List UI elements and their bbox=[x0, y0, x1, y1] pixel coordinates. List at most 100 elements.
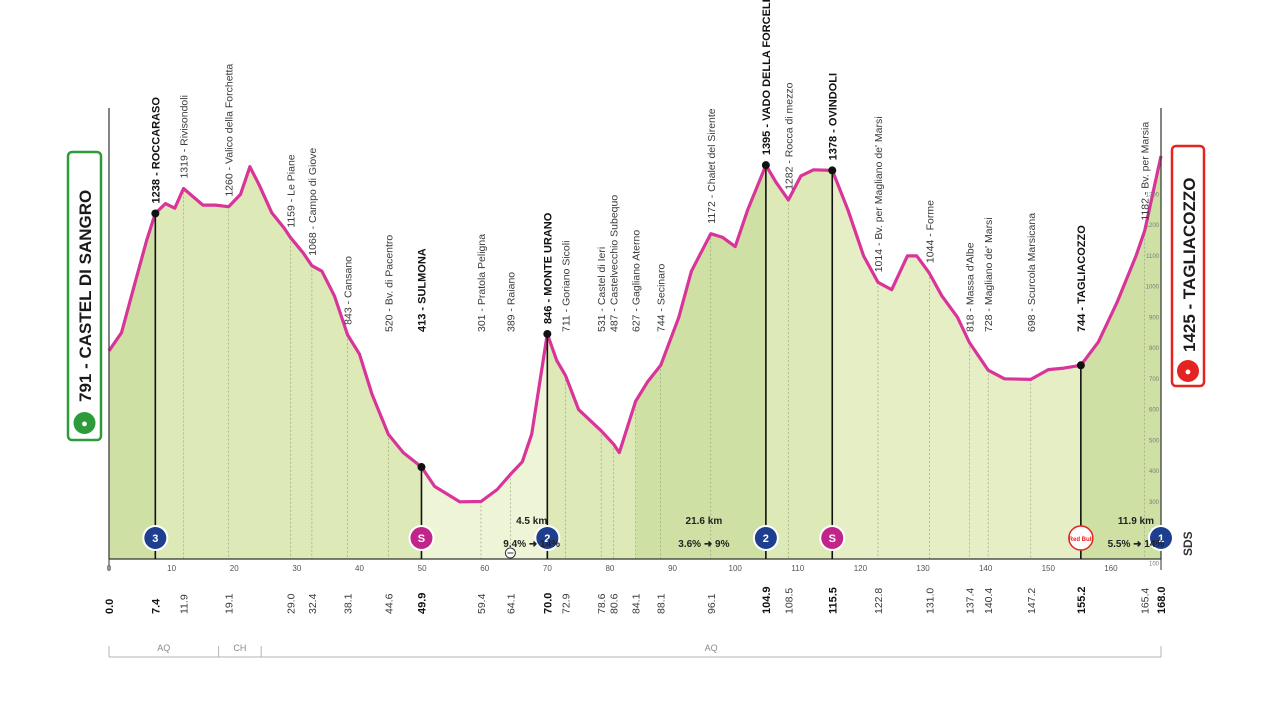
vertical-gridlines bbox=[183, 188, 1146, 559]
finish-cyclist-glyph: ● bbox=[1185, 366, 1192, 378]
finish-name: TAGLIACOZZO bbox=[1180, 178, 1199, 300]
start-altitude: 791 bbox=[76, 374, 95, 402]
distance-label-70-0: 70.0 bbox=[542, 593, 554, 614]
altitude-tick-700: 700 bbox=[1149, 377, 1160, 383]
waypoint-label-monte-urano: 846 - MONTE URANO bbox=[542, 212, 554, 324]
distance-label-7-4: 7.4 bbox=[150, 598, 162, 614]
km-tick-90: 90 bbox=[668, 564, 677, 573]
badge-circle-climb-7-4 bbox=[144, 527, 167, 549]
finish-cyclist-icon bbox=[1177, 360, 1199, 382]
distance-label-44-6: 44.6 bbox=[383, 593, 395, 614]
distance-label-96-1: 96.1 bbox=[706, 593, 718, 614]
badge-circle-climb-70 bbox=[536, 527, 559, 549]
terrain-band-6 bbox=[765, 165, 833, 559]
km-tick-150: 150 bbox=[1042, 564, 1056, 573]
watermark-sds: SDS bbox=[1181, 531, 1195, 556]
altitude-tick-300: 300 bbox=[1149, 500, 1160, 506]
start-frame bbox=[66, 150, 103, 442]
waypoint-label-chalet-del-sirente: 1172 - Chalet del Sirente bbox=[706, 108, 718, 224]
distance-label-0-0: 0.0 bbox=[104, 599, 116, 614]
finish-frame bbox=[1170, 144, 1206, 388]
elevation-profile-line bbox=[107, 155, 1163, 504]
distance-label-38-1: 38.1 bbox=[343, 593, 355, 614]
terrain-band-4 bbox=[547, 333, 636, 559]
finish-separator: - bbox=[1180, 299, 1199, 314]
marker-dot-sulmona bbox=[417, 463, 426, 472]
km-tick-40: 40 bbox=[355, 564, 364, 573]
badge-text-sprint-49-9: S bbox=[418, 533, 425, 545]
distance-label-140-4: 140.4 bbox=[983, 588, 995, 614]
waypoint-label-tagliacozzo: 744 - TAGLIACOZZO bbox=[1076, 225, 1088, 332]
distance-label-19-1: 19.1 bbox=[224, 593, 236, 614]
altitude-tick-1300: 1300 bbox=[1146, 192, 1160, 198]
waypoint-label-magliano-de-marsi: 728 - Magliano de' Marsi bbox=[983, 217, 995, 332]
badge-circle-sprint-115-5 bbox=[821, 527, 844, 549]
altitude-tick-1000: 1000 bbox=[1146, 285, 1160, 291]
terrain-band-7 bbox=[832, 170, 1081, 559]
km-tick-130: 130 bbox=[916, 564, 930, 573]
altitude-tick-100: 100 bbox=[1149, 561, 1160, 567]
waypoint-label-cansano: 843 - Cansano bbox=[343, 256, 355, 325]
distance-label-11-9: 11.9 bbox=[179, 594, 191, 614]
gradient-length-3: 11.9 km bbox=[1118, 516, 1154, 527]
distance-label-168-0: 168.0 bbox=[1156, 586, 1168, 614]
terrain-band-3 bbox=[421, 333, 548, 559]
km-tick-60: 60 bbox=[480, 564, 489, 573]
waypoint-label-sulmona: 413 - SULMONA bbox=[416, 248, 428, 332]
province-label-1: AQ bbox=[157, 643, 170, 653]
waypoint-labels: 1238 - ROCCARASO 1319 - Rivisondoli 1260 -… bbox=[150, 0, 1151, 332]
altitude-tick-900: 900 bbox=[1149, 315, 1160, 321]
terrain-band-2 bbox=[155, 166, 422, 559]
start-label: 791 - CASTEL DI SANGRO bbox=[76, 190, 95, 402]
waypoint-label-bv-di-pacentro: 520 - Bv. di Pacentro bbox=[383, 235, 395, 332]
distance-label-165-4: 165.4 bbox=[1140, 588, 1152, 614]
finish-altitude: 1425 bbox=[1180, 314, 1199, 352]
badge-text-climb-70: 2 bbox=[544, 533, 550, 545]
marker-dot-vado-della-forcella bbox=[761, 161, 770, 170]
distance-label-84-1: 84.1 bbox=[631, 593, 643, 614]
province-label-2: CH bbox=[233, 643, 246, 653]
start-separator: - bbox=[76, 359, 95, 374]
badge-text-climb-104-9: 2 bbox=[763, 533, 769, 545]
distance-label-72-9: 72.9 bbox=[560, 593, 572, 614]
x-axis-ticks: 0 10 20 30 40 50 60 70 80 90 100 110 120 130 140 150 160 bbox=[107, 564, 1118, 573]
km-tick-50: 50 bbox=[418, 564, 427, 573]
altitude-tick-600: 600 bbox=[1149, 408, 1160, 414]
distance-label-59-4: 59.4 bbox=[476, 593, 488, 614]
marker-dot-ovindoli bbox=[828, 166, 837, 175]
distance-label-88-1: 88.1 bbox=[656, 593, 668, 614]
km-tick-20: 20 bbox=[230, 564, 239, 573]
province-bar: AQ CH AQ bbox=[108, 643, 1162, 658]
finish-label: 1425 - TAGLIACOZZO bbox=[1180, 178, 1199, 352]
km-tick-120: 120 bbox=[854, 564, 868, 573]
waypoint-label-raiano: 389 - Raiano bbox=[505, 272, 517, 332]
terrain-band-1 bbox=[109, 213, 156, 560]
start-name: CASTEL DI SANGRO bbox=[76, 190, 95, 359]
distance-label-137-4: 137.4 bbox=[964, 588, 976, 614]
gradient-grade-1: 9.4% ➜ 14% bbox=[503, 539, 560, 550]
km-tick-110: 110 bbox=[791, 564, 804, 573]
gradient-length-2: 21.6 km bbox=[686, 516, 723, 527]
waypoint-label-scurcola-marsicana: 698 - Scurcola Marsicana bbox=[1026, 213, 1038, 332]
distance-label-122-8: 122.8 bbox=[873, 588, 885, 614]
terrain-band-5 bbox=[635, 165, 766, 559]
chart-axes bbox=[108, 108, 1162, 570]
badge-text-climb-168: 1 bbox=[1158, 533, 1164, 545]
terrain-band-8 bbox=[1080, 155, 1161, 559]
waypoint-label-bv-per-magliano-de-marsi: 1014 - Bv. per Magliano de' Marsi bbox=[873, 116, 885, 272]
waypoint-label-valico-della-forchetta: 1260 - Valico della Forchetta bbox=[224, 64, 236, 197]
waypoint-label-castel-di-ieri: 531 - Castel di Ieri bbox=[596, 247, 608, 332]
gradient-annotations: 4.5 km 9.4% ➜ 14% 21.6 km 3.6% ➜ 9% 11.9 km 5… bbox=[503, 516, 1164, 550]
waypoint-label-goriano-sicoli: 711 - Goriano Sicoli bbox=[560, 241, 572, 332]
altitude-tick-1100: 1100 bbox=[1146, 254, 1160, 260]
gradient-grade-3: 5.5% ➜ 14% bbox=[1108, 539, 1165, 550]
waypoint-label-ovindoli: 1378 - OVINDOLI bbox=[827, 73, 839, 160]
waypoint-label-le-piane: 1159 - Le Piane bbox=[286, 154, 298, 228]
badge-circle-sprint-49-9 bbox=[410, 527, 433, 549]
distance-label-131-0: 131.0 bbox=[924, 588, 936, 614]
km-tick-140: 140 bbox=[979, 564, 993, 573]
km-tick-10: 10 bbox=[167, 564, 176, 573]
distance-label-29-0: 29.0 bbox=[286, 593, 298, 614]
badge-circle-sponsor-155-2 bbox=[1068, 525, 1094, 551]
